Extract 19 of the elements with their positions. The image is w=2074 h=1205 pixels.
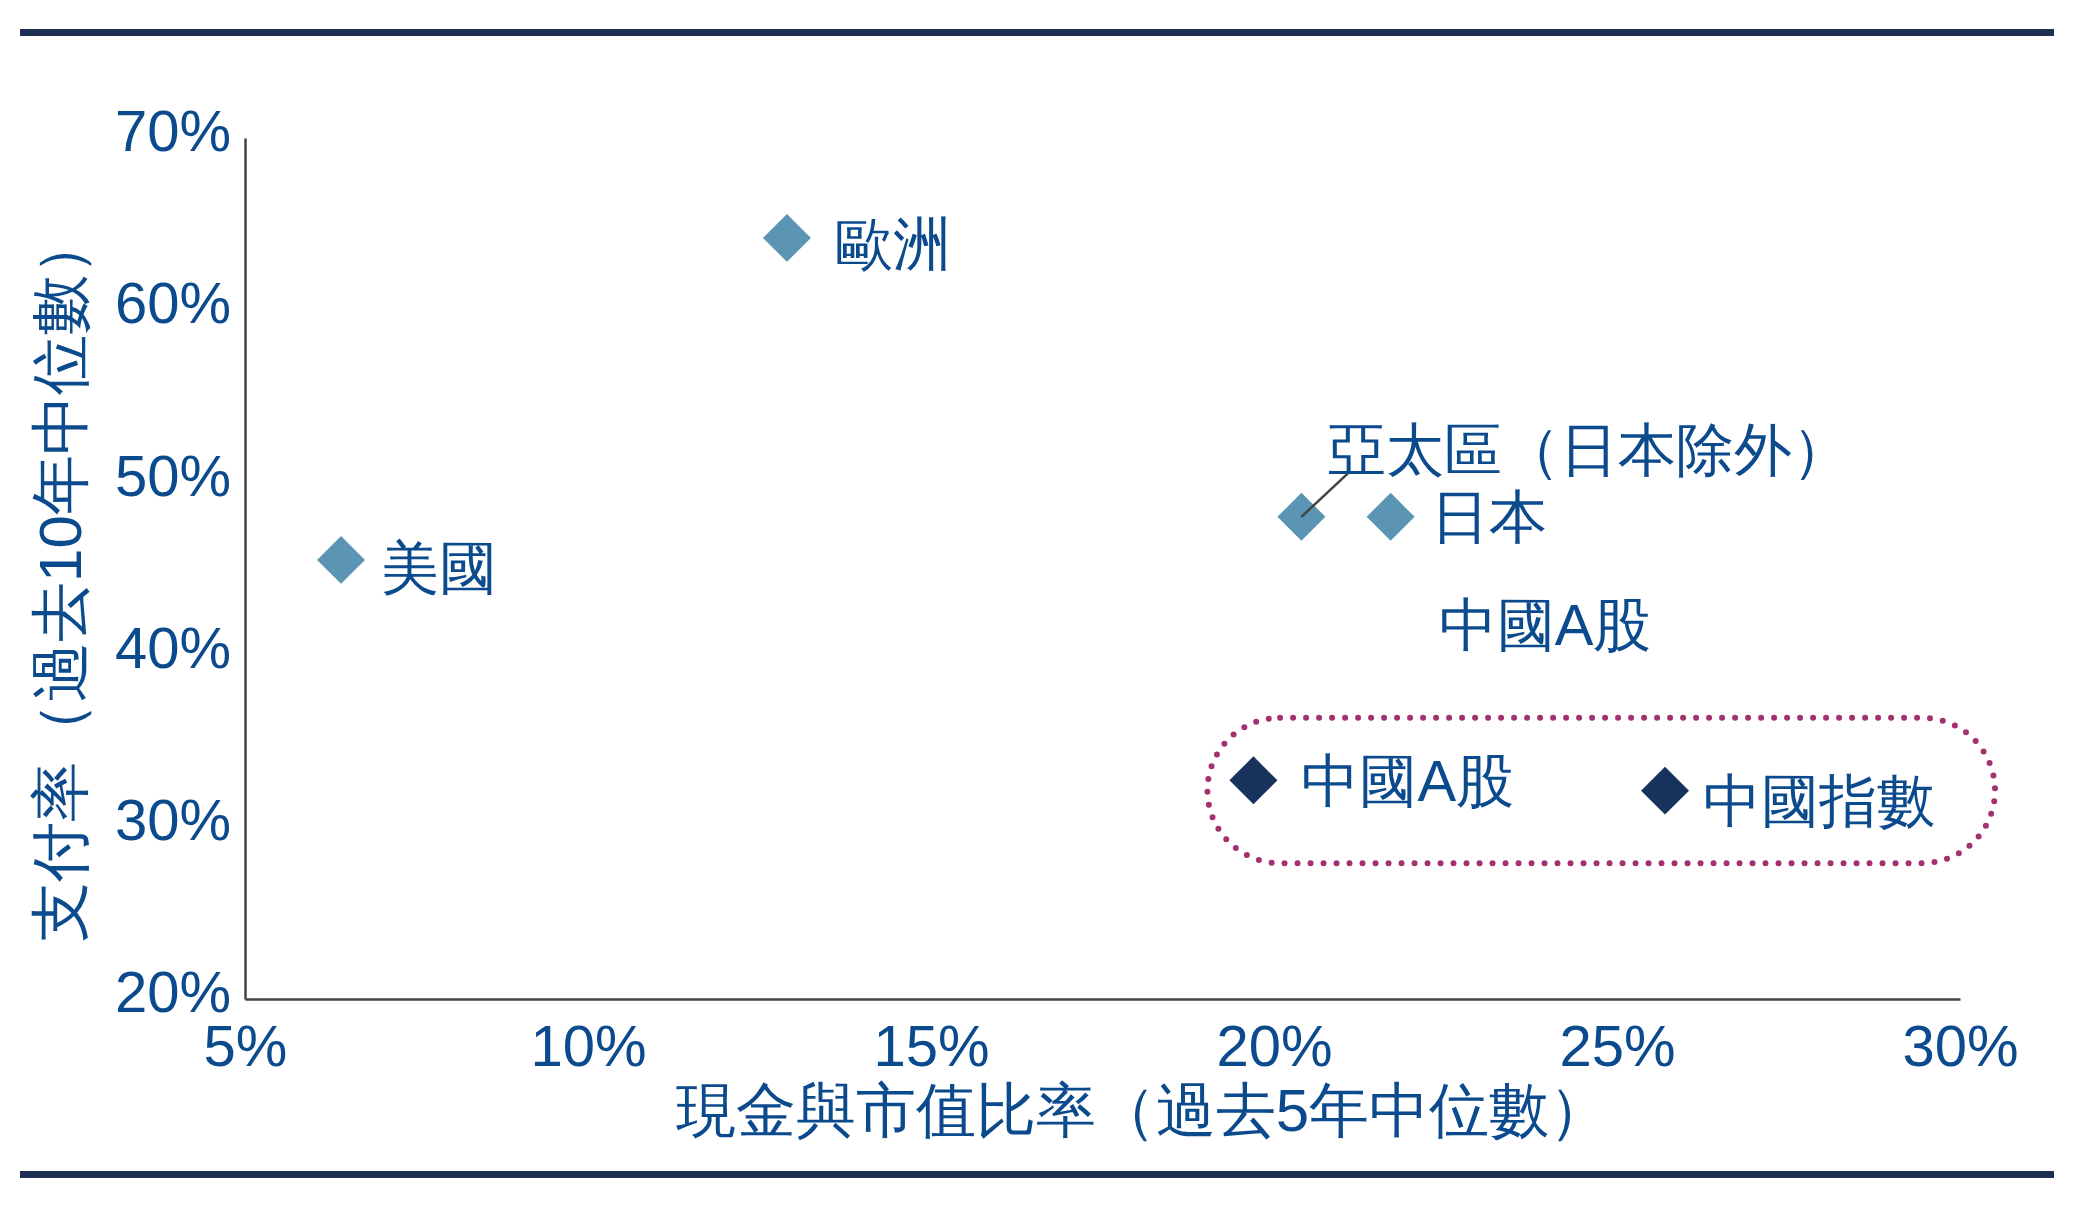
- x-axis-title: 現金與市值比率（過去5年中位數）: [675, 1076, 1610, 1144]
- annotation: 中國A股: [1438, 591, 1652, 657]
- series-label: 亞太區（日本除外）: [1328, 417, 1851, 483]
- x-tick-label: 20%: [1216, 1013, 1333, 1079]
- series-label: 美國: [381, 535, 498, 601]
- y-tick-label: 50%: [114, 442, 231, 508]
- y-tick-label: 60%: [114, 270, 231, 336]
- x-tick-label: 25%: [1559, 1013, 1676, 1079]
- x-tick-label: 10%: [530, 1013, 647, 1079]
- series-label: 日本: [1430, 484, 1547, 550]
- y-tick-label: 70%: [114, 98, 231, 164]
- x-tick-label: 15%: [873, 1013, 990, 1079]
- y-tick-label: 30%: [114, 787, 231, 853]
- series-label: 中國指數: [1703, 768, 1936, 834]
- series-label: 中國A股: [1301, 747, 1515, 813]
- x-tick-label: 30%: [1902, 1013, 2019, 1079]
- series-label: 歐洲: [834, 211, 951, 277]
- y-tick-label: 40%: [114, 614, 231, 680]
- y-axis-title: 支付率（過去10年中位數）: [26, 215, 94, 942]
